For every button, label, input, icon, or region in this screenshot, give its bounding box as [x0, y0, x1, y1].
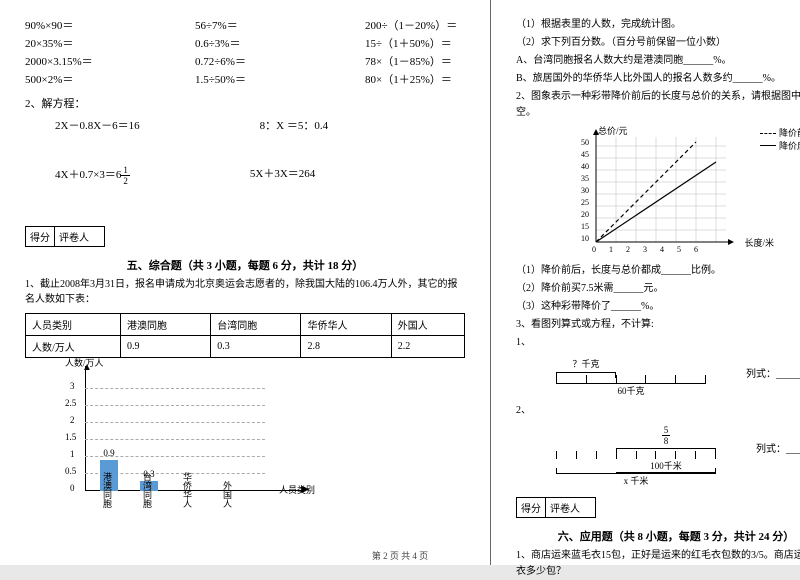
eq: 500×2%＝: [25, 71, 125, 87]
q-line: （3）这种彩带降价了______%。: [516, 299, 800, 315]
data-table: 人员类别港澳同胞台湾同胞华侨华人外国人 人数/万人0.90.32.82.2: [25, 313, 465, 358]
score-label: 得分: [26, 227, 55, 246]
equations-block: 90%×90＝ 56÷7%＝ 200÷（1－20%）＝ 20×35%＝ 0.6÷3%＝…: [25, 17, 465, 87]
solve-label: 2、解方程：: [25, 95, 465, 111]
grader-label: 评卷人: [55, 227, 93, 246]
eq: 8：X ＝5：0.4: [260, 117, 328, 133]
q-line: （2）降价前买7.5米需______元。: [516, 281, 800, 297]
diagram-1: ？千克 60千克 列式：______: [556, 357, 800, 397]
q-line: （1）根据表里的人数，完成统计图。: [516, 17, 800, 33]
eq: 20×35%＝: [25, 35, 125, 51]
q3-intro: 3、看图列算式或方程，不计算:: [516, 317, 800, 333]
section-5-title: 五、综合题（共 3 小题，每题 6 分，共计 18 分）: [25, 257, 465, 273]
q-line: （2）求下列百分数。（百分号前保留一位小数）: [516, 35, 800, 51]
page-footer: 第 2 页 共 4 页: [0, 549, 800, 562]
eq: 90%×90＝: [25, 17, 125, 33]
q-line: （1）降价前后，长度与总价都成______比例。: [516, 263, 800, 279]
chart-legend: 降价前 降价后: [760, 127, 800, 152]
eq: 4X＋0.7×3＝612: [55, 165, 130, 186]
eq: 56÷7%＝: [195, 17, 295, 33]
eq: 2000×3.15%＝: [25, 53, 125, 69]
bar-chart: 人数/万人 人员类别 ▲ ▶ 0 0.5 1 1.5 2 2.5 3 0.9 0…: [65, 366, 305, 506]
eq: 80×（1＋25%）＝: [365, 71, 465, 87]
q-line: B、旅居国外的华侨华人比外国人的报名人数多约______%。: [516, 71, 800, 87]
q-line: A、台湾同胞报名人数大约是港澳同胞______%。: [516, 53, 800, 69]
q3-1: 1、: [516, 335, 800, 351]
line-chart: 总价/元 长度/米 降价前 降价后 504540353025201510 012…: [576, 127, 756, 257]
section-6-title: 六、应用题（共 8 小题，每题 3 分，共计 24 分）: [516, 528, 800, 544]
q2-intro: 2、图象表示一种彩带降价前后的长度与总价的关系，请根据图中信息填空。: [516, 89, 800, 121]
eq: 0.72÷6%＝: [195, 53, 295, 69]
eq: 78×（1－85%）＝: [365, 53, 465, 69]
eq: 0.6÷3%＝: [195, 35, 295, 51]
grader-label: 评卷人: [546, 498, 584, 517]
eq: 1.5÷50%＝: [195, 71, 295, 87]
diagram-2: 58 100千米 x 千米 列式：______: [556, 425, 800, 487]
score-label: 得分: [517, 498, 546, 517]
eq: 5X＋3X＝264: [250, 165, 315, 186]
score-box: 得分 评卷人: [516, 497, 596, 518]
q1-intro: 1、截止2008年3月31日，报名申请成为北京奥运会志愿者的，除我国大陆的106…: [25, 277, 465, 307]
eq: 15÷（1＋50%）＝: [365, 35, 465, 51]
eq: 2X－0.8X－6＝16: [55, 117, 140, 133]
score-box: 得分 评卷人: [25, 226, 105, 247]
eq: 200÷（1－20%）＝: [365, 17, 465, 33]
q3-2: 2、: [516, 403, 800, 419]
